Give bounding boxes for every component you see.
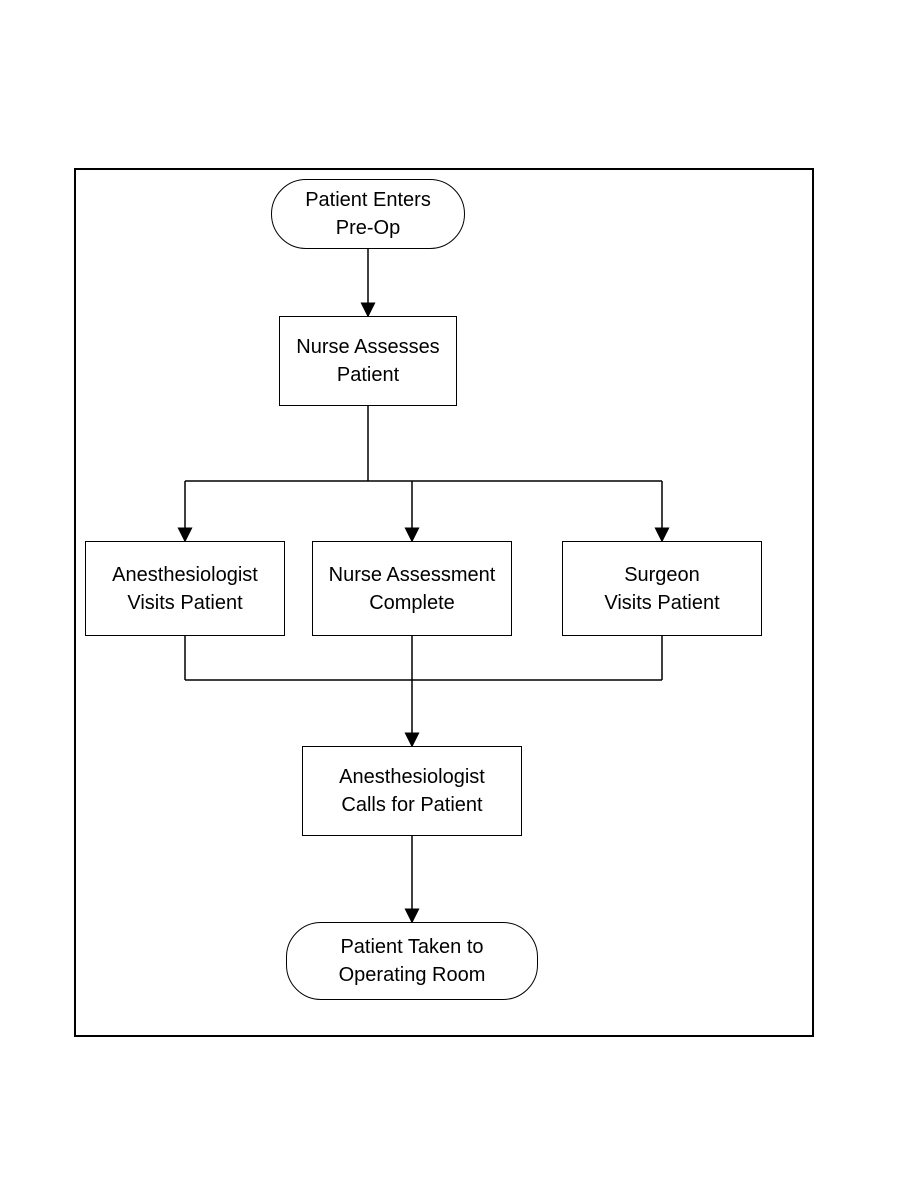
node-label: Nurse AssessesPatient — [296, 333, 439, 389]
terminal-start: Patient EntersPre-Op — [271, 179, 465, 249]
node-label: AnesthesiologistCalls for Patient — [339, 763, 485, 819]
process-anesthesiologist-calls: AnesthesiologistCalls for Patient — [302, 746, 522, 836]
process-anesthesiologist-visits: AnesthesiologistVisits Patient — [85, 541, 285, 636]
process-surgeon-visits: SurgeonVisits Patient — [562, 541, 762, 636]
node-label: AnesthesiologistVisits Patient — [112, 561, 258, 617]
process-nurse-assesses: Nurse AssessesPatient — [279, 316, 457, 406]
node-label: SurgeonVisits Patient — [604, 561, 719, 617]
node-label: Nurse AssessmentComplete — [329, 561, 496, 617]
process-nurse-assessment-complete: Nurse AssessmentComplete — [312, 541, 512, 636]
node-label: Patient Taken toOperating Room — [339, 933, 486, 989]
node-label: Patient EntersPre-Op — [305, 186, 431, 242]
terminal-end: Patient Taken toOperating Room — [286, 922, 538, 1000]
